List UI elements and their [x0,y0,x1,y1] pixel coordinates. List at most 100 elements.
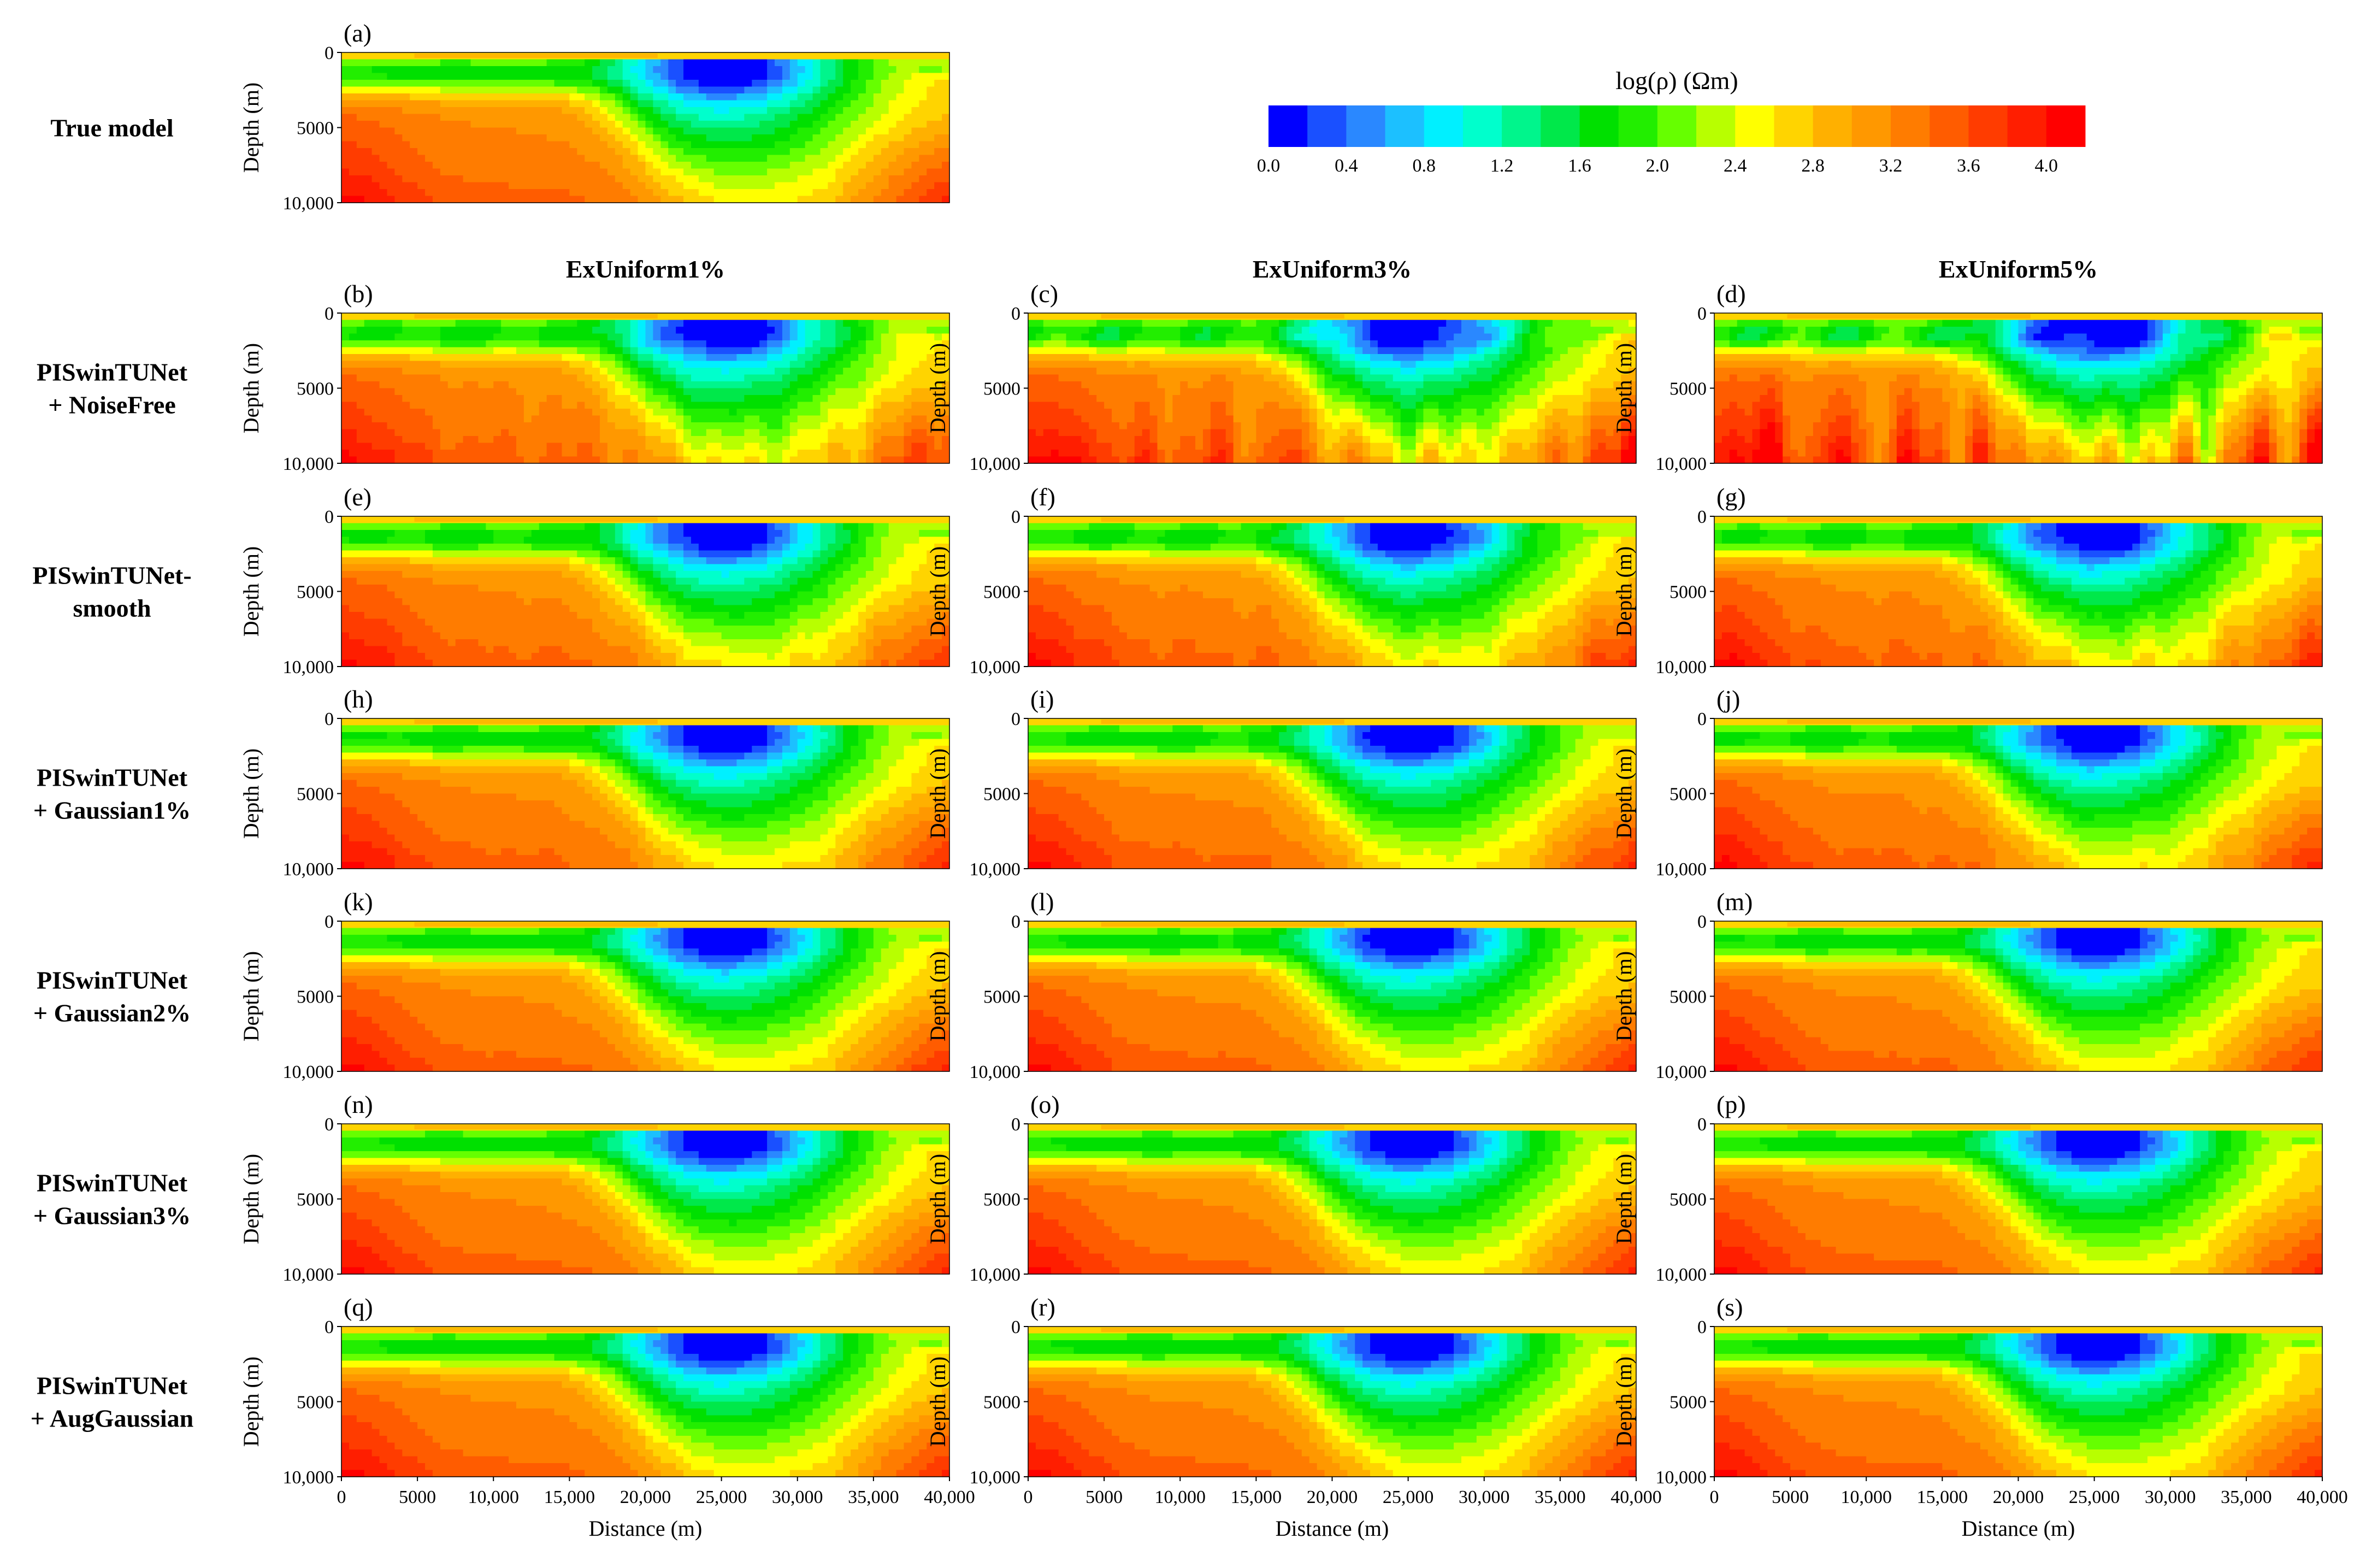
field-cell [547,73,555,80]
field-cell [858,80,866,87]
field-cell [448,87,456,94]
field-cell [364,60,373,67]
field-cell [820,121,828,128]
field-cell [501,80,509,87]
field-cell [554,114,563,121]
field-cell [714,80,722,87]
field-cell [357,60,365,67]
field-cell [798,101,806,108]
field-cell [630,66,639,73]
field-cell [592,101,600,108]
field-cell [630,121,639,128]
field-cell [372,80,380,87]
field-cell [615,73,623,80]
field-cell [417,73,426,80]
field-cell [934,114,942,121]
field-cell [699,107,707,114]
field-cell [387,121,395,128]
field-cell [722,80,730,87]
column-title: ExUniform1% [566,255,725,283]
field-cell [547,80,555,87]
field-cell [349,93,357,101]
field-cell [653,60,661,67]
field-cell [835,93,843,101]
field-cell [607,121,616,128]
field-cell [676,107,684,114]
field-cell [501,66,509,73]
field-cell [691,80,699,87]
field-cell [942,107,950,114]
field-cell [486,101,494,108]
field-cell [668,87,676,94]
field-cell [646,114,654,121]
field-cell [387,114,395,121]
field-cell [835,66,843,73]
field-cell [805,87,813,94]
field-cell [660,60,669,67]
field-cell [478,60,486,67]
field-cell [630,87,639,94]
field-cell [775,80,783,87]
field-cell [736,87,745,94]
field-cell [471,107,479,114]
field-cell [493,80,501,87]
field-cell [790,121,798,128]
field-cell [372,73,380,80]
field-cell [592,114,600,121]
field-cell [615,66,623,73]
field-cell [767,52,775,60]
field-cell [736,107,745,114]
field-cell [835,60,843,67]
field-cell [341,87,350,94]
field-cell [896,52,905,60]
field-cell [394,93,403,101]
field-cell [820,101,828,108]
field-cell [653,114,661,121]
field-cell [456,114,464,121]
field-cell [592,60,600,67]
colorbar-swatch [1385,105,1425,147]
field-cell [919,66,927,73]
field-cell [904,121,912,128]
field-cell [425,73,433,80]
field-cell [562,114,570,121]
colorbar-tick-label: 4.0 [2035,156,2058,176]
field-cell [509,73,517,80]
field-cell [752,66,760,73]
field-cell [516,121,524,128]
field-cell [805,93,813,101]
field-cell [866,60,874,67]
field-cell [752,52,760,60]
field-cell [767,73,775,80]
field-cell [456,101,464,108]
field-cell [349,73,357,80]
field-cell [874,87,882,94]
field-cell [380,80,388,87]
field-cell [805,121,813,128]
field-cell [752,80,760,87]
field-cell [911,73,919,80]
field-cell [547,66,555,73]
field-cell [660,80,669,87]
field-cell [493,66,501,73]
field-cell [896,101,905,108]
field-cell [577,114,585,121]
field-cell [456,93,464,101]
field-cell [896,114,905,121]
colorbar-swatch [1463,105,1502,147]
field-cell [729,52,737,60]
field-cell [904,73,912,80]
field-cell [798,93,806,101]
field-cell [752,60,760,67]
field-cell [736,93,745,101]
field-cell [843,52,851,60]
field-cell [357,128,365,135]
field-cell [433,121,441,128]
field-cell [554,121,563,128]
field-cell [646,93,654,101]
field-cell [775,107,783,114]
field-cell [942,52,950,60]
field-cell [874,80,882,87]
field-cell [387,107,395,114]
field-cell [532,60,540,67]
